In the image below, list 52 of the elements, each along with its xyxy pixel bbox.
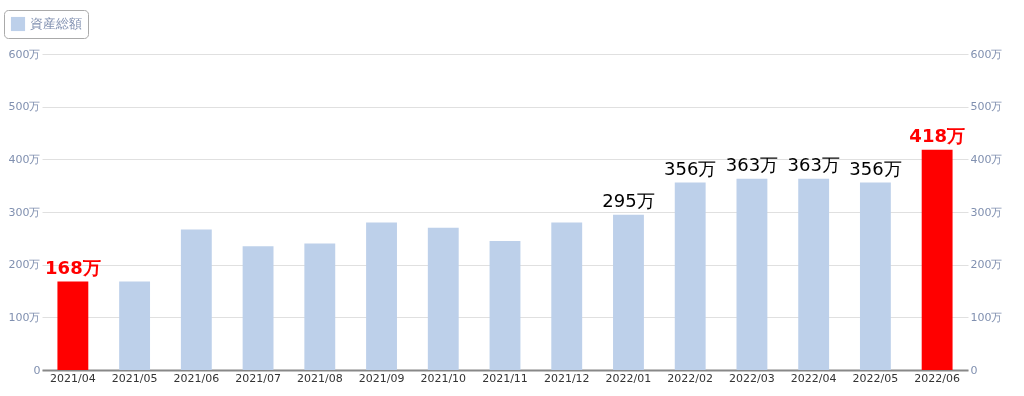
y2-tick-label: 200万 [970,258,1003,272]
x-tick-label: 2021/12 [543,371,590,385]
y-tick-label: 400万 [8,152,41,166]
bar [489,240,521,370]
data-label: 356万 [849,157,902,179]
bar [427,227,459,370]
bar [674,182,706,370]
data-label: 363万 [725,153,779,175]
x-tick-label: 2021/11 [482,371,528,385]
x-tick-label: 2022/02 [667,371,714,385]
data-label: 295万 [602,189,655,211]
x-tick-label: 2022/04 [790,371,837,385]
legend-label: 資産総額 [30,16,82,31]
x-tick-label: 2021/09 [358,371,405,385]
y-tick-label: 600万 [8,47,41,61]
y2-tick-label: 300万 [970,205,1003,219]
data-label: 356万 [664,157,717,179]
bar [366,222,397,370]
x-tick-label: 2022/05 [852,371,899,385]
y2-tick-label: 0 [970,363,978,377]
y-tick-label: 200万 [8,258,41,272]
bar [57,281,89,370]
x-tick-label: 2021/06 [173,371,220,385]
x-tick-label: 2021/07 [235,371,281,385]
data-label: 418万 [909,124,965,146]
bar [613,214,644,370]
y2-tick-label: 100万 [970,310,1003,324]
y2-tick-label: 500万 [970,100,1003,114]
x-tick-label: 2021/10 [420,371,467,385]
x-tick-label: 2022/03 [729,371,775,385]
y-tick-label: 500万 [8,100,41,114]
data-label: 168万 [45,256,101,278]
x-tick-label: 2022/06 [914,371,960,385]
bar [304,243,336,370]
y2-tick-label: 400万 [970,152,1003,166]
bar [119,281,151,370]
y-tick-label: 300万 [8,205,41,219]
bar [180,229,212,370]
bar [551,222,583,370]
x-tick-label: 2021/05 [111,371,158,385]
bar [736,178,768,370]
x-tick-label: 2022/01 [605,371,652,385]
x-tick-label: 2021/04 [50,371,96,385]
y-tick-label: 100万 [8,310,41,324]
y2-tick-label: 600万 [970,47,1003,61]
x-tick-label: 2021/08 [296,371,343,385]
bar [242,246,274,370]
bar [921,149,953,370]
y-tick-label: 0 [33,363,41,377]
bar [798,178,830,370]
data-label: 363万 [787,153,840,175]
bar [859,182,891,370]
